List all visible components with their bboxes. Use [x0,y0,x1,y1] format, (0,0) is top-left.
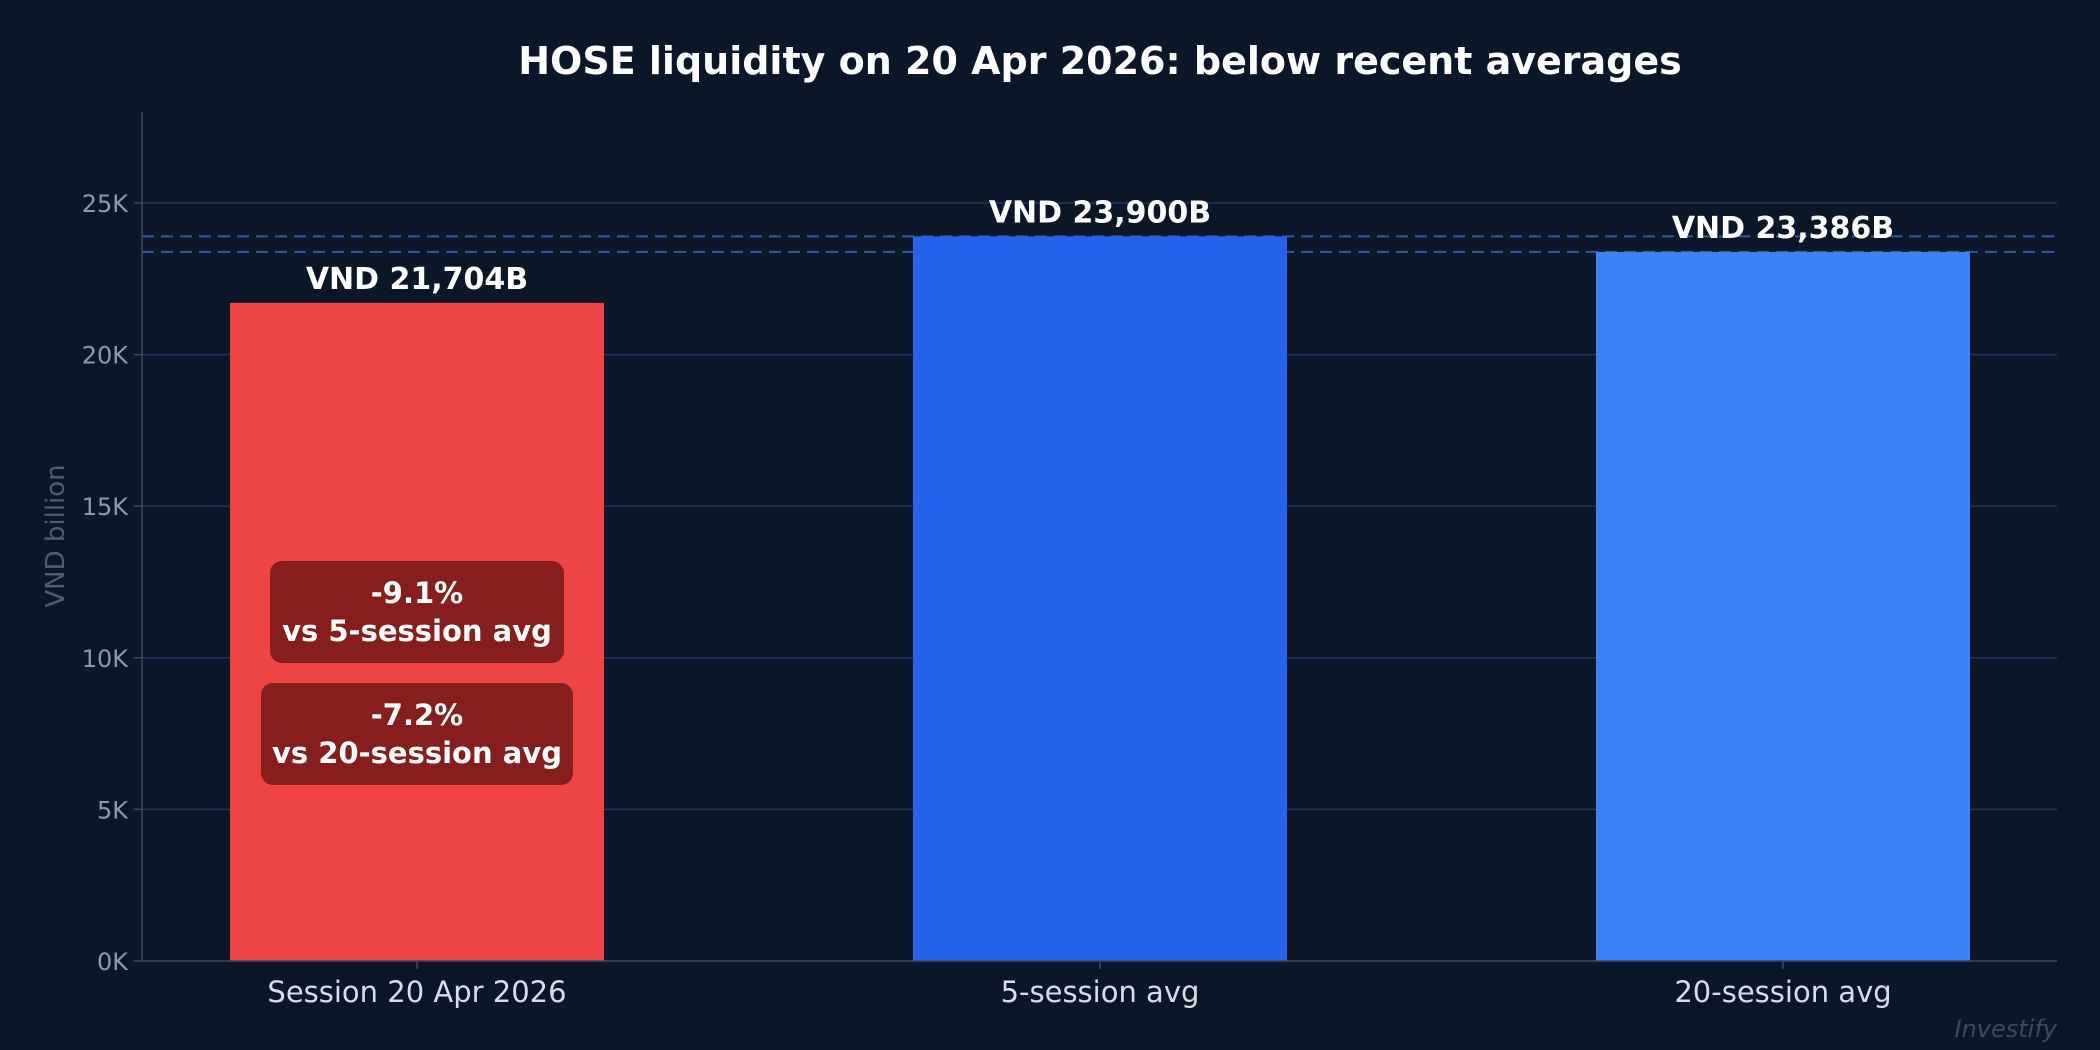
data-label: VND 23,386B [1672,211,1894,246]
annotation-background [270,561,564,663]
annotation-percent: -9.1% [371,576,463,610]
annotation-box: -9.1% vs 5-session avg [270,561,564,663]
annotation-text: vs 20-session avg [272,736,562,770]
watermark: Investify [1955,1015,2058,1043]
annotation-percent: -7.2% [371,698,463,732]
annotation-background [261,683,573,785]
data-label: VND 23,900B [989,195,1211,230]
annotations: -9.1% vs 5-session avg -7.2% vs 20-session … [261,561,573,785]
annotation-box: -7.2% vs 20-session avg [261,683,573,785]
y-tick-label: 25K [82,190,130,218]
bar [913,236,1287,961]
y-tick-label: 10K [82,645,130,673]
x-tick-label: 20-session avg [1674,975,1891,1009]
data-label: VND 21,704B [306,262,528,297]
x-tick-label: 5-session avg [1001,975,1200,1009]
annotation-text: vs 5-session avg [282,614,552,648]
y-tick-label: 15K [82,493,130,521]
axes: 0K 5K 10K 15K 20K 25K Session 20 Apr 2026 5-ses… [82,112,2057,1009]
bar [1596,251,1970,961]
y-axis-label: VND billion [41,464,71,607]
chart-title: HOSE liquidity on 20 Apr 2026: below rec… [518,39,1682,83]
y-tick-label: 0K [97,948,129,976]
y-tick-label: 5K [97,796,129,824]
x-tick-label: Session 20 Apr 2026 [267,975,566,1009]
y-tick-label: 20K [82,342,130,370]
